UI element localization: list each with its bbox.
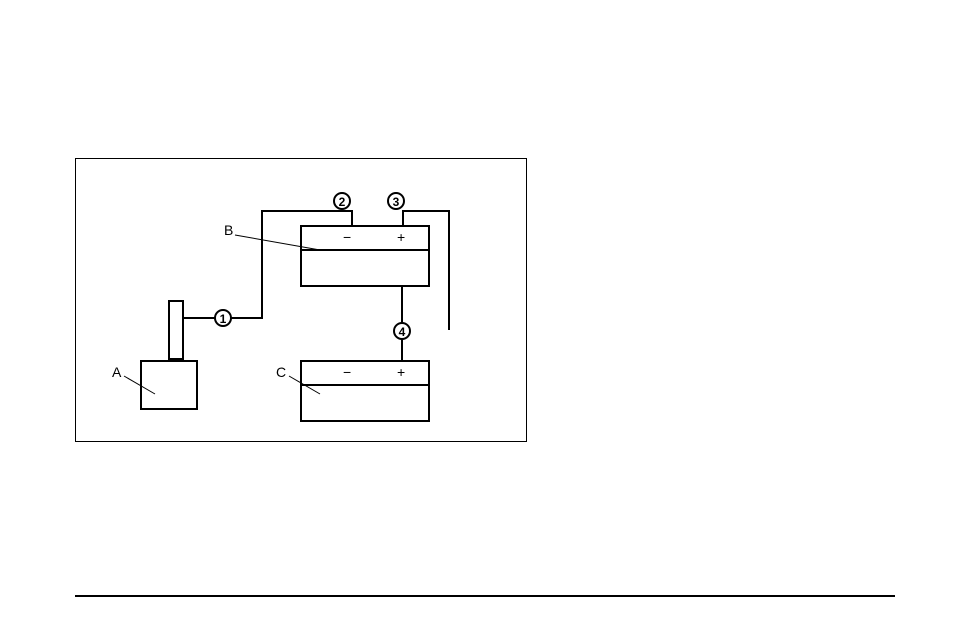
callout-1: 1 — [214, 309, 232, 327]
box-a-stub — [168, 300, 184, 360]
battery-b-plus: + — [397, 229, 405, 245]
wire-segment — [448, 210, 450, 330]
battery-c-plus: + — [397, 364, 405, 380]
starter-box — [140, 360, 198, 410]
wire-segment — [351, 210, 353, 226]
wire-segment — [261, 210, 263, 319]
callout-3: 3 — [387, 192, 405, 210]
label-c: C — [276, 364, 286, 380]
battery-c-divider — [302, 384, 428, 386]
page: − + − + A B C 1 2 3 4 — [0, 0, 954, 636]
battery-b-minus: − — [343, 229, 351, 245]
battery-b-divider — [302, 249, 428, 251]
callout-4: 4 — [393, 322, 411, 340]
battery-c-minus: − — [343, 364, 351, 380]
callout-2: 2 — [333, 192, 351, 210]
footer-rule — [75, 595, 895, 597]
wire-segment — [261, 210, 353, 212]
label-a: A — [112, 364, 121, 380]
label-b: B — [224, 222, 233, 238]
wire-segment — [402, 210, 404, 226]
battery-c — [300, 360, 430, 422]
battery-b — [300, 225, 430, 287]
wire-segment — [402, 210, 450, 212]
